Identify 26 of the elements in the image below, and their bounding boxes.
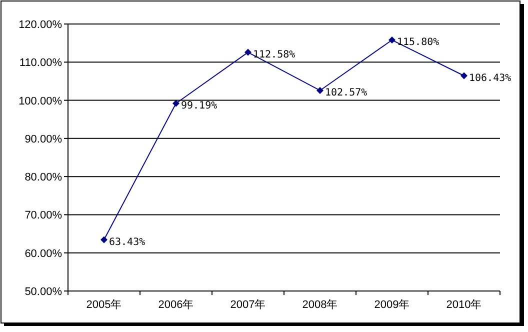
x-tick-label: 2006年 <box>158 299 194 311</box>
y-tick-label: 110.00% <box>19 57 62 70</box>
point <box>388 36 396 44</box>
x-tick-label: 2007年 <box>230 299 266 311</box>
data-label: 115.80% <box>397 37 440 48</box>
data-label: 102.57% <box>325 87 368 98</box>
x-tick-label: 2005年 <box>86 299 122 311</box>
data-label: 63.43% <box>109 236 146 248</box>
point <box>172 100 180 107</box>
y-tick-label: 50.00% <box>24 286 62 298</box>
x-tick-label: 2010年 <box>446 299 482 311</box>
y-tick-label: 70.00% <box>24 210 62 222</box>
x-tick-label: 2008年 <box>302 299 338 311</box>
data-label: 106.43% <box>469 72 512 84</box>
point <box>100 236 108 244</box>
x-tick-label: 2009年 <box>374 299 410 311</box>
point <box>316 86 324 94</box>
y-tick-label: 90.00% <box>24 133 62 146</box>
point <box>244 48 252 56</box>
data-label: 99.19% <box>181 100 218 112</box>
data-label: 112.58% <box>253 49 296 60</box>
point <box>460 72 468 80</box>
y-tick-label: 60.00% <box>24 248 62 260</box>
y-tick-label: 120.00% <box>18 19 62 31</box>
y-tick-label: 80.00% <box>24 172 62 184</box>
y-tick-label: 100.00% <box>18 95 62 108</box>
